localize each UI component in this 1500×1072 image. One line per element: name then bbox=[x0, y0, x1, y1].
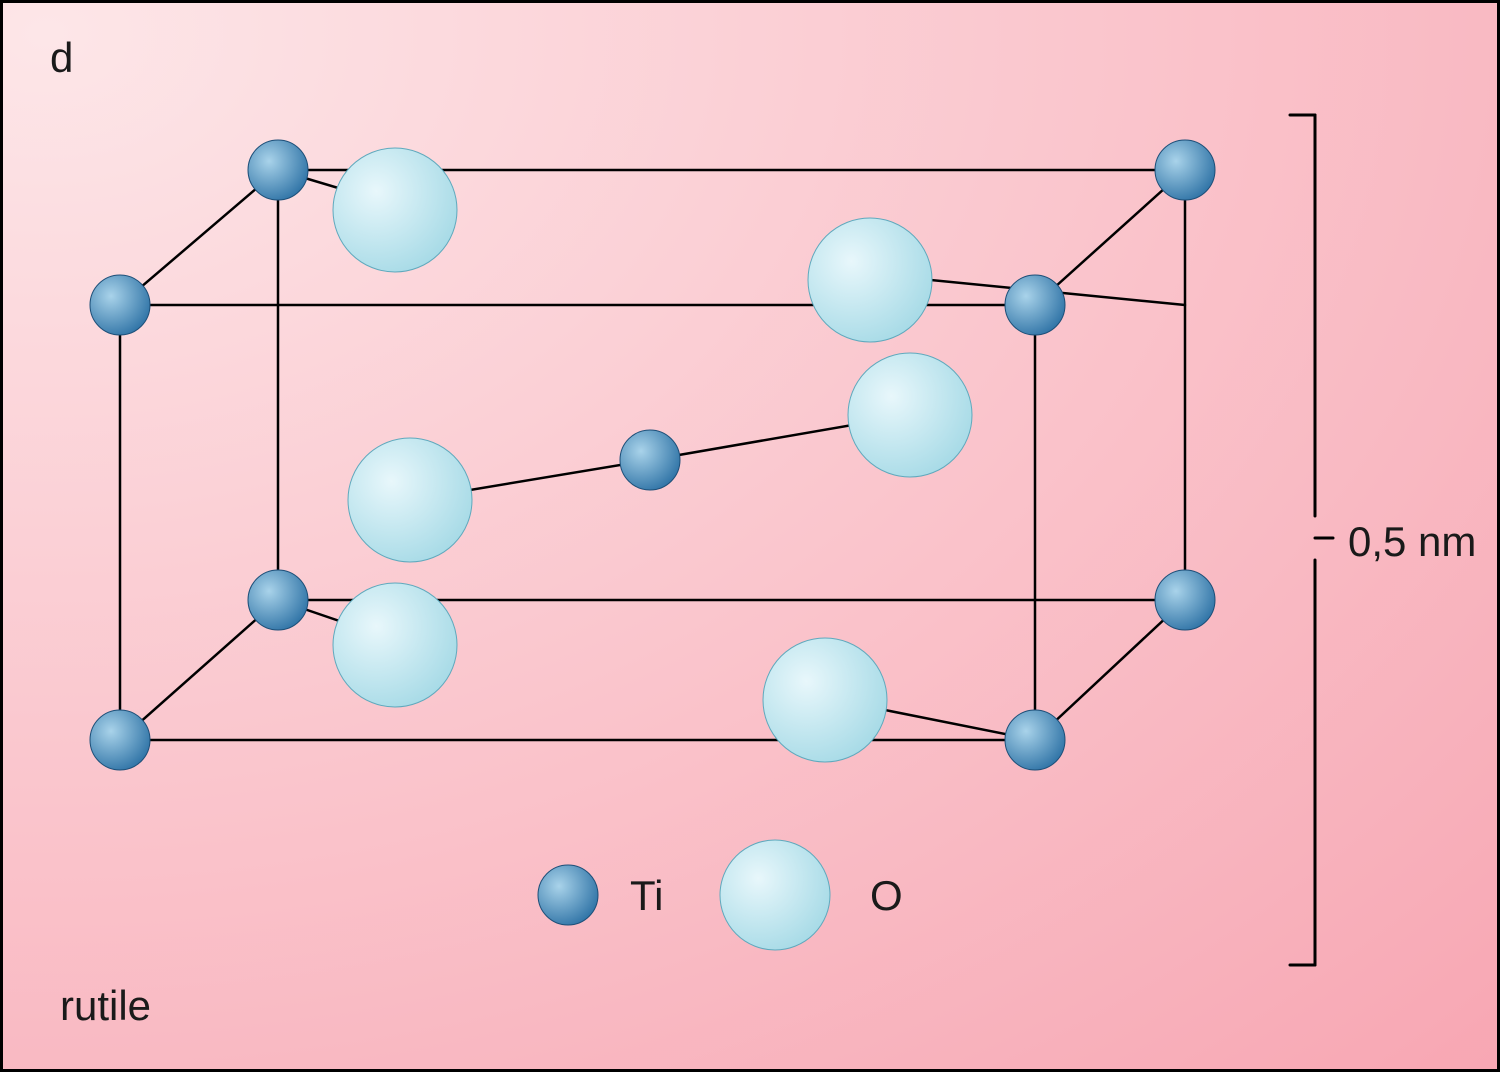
structure-name: rutile bbox=[60, 982, 151, 1029]
panel-letter: d bbox=[50, 34, 73, 81]
legend-o-atom bbox=[720, 840, 830, 950]
legend-o-label: O bbox=[870, 872, 903, 919]
legend-ti-atom bbox=[538, 865, 598, 925]
legend-ti-label: Ti bbox=[630, 872, 663, 919]
dimension-label: 0,5 nm bbox=[1348, 518, 1476, 565]
crystal-diagram: d rutile 0,5 nm Ti O bbox=[0, 0, 1500, 1072]
